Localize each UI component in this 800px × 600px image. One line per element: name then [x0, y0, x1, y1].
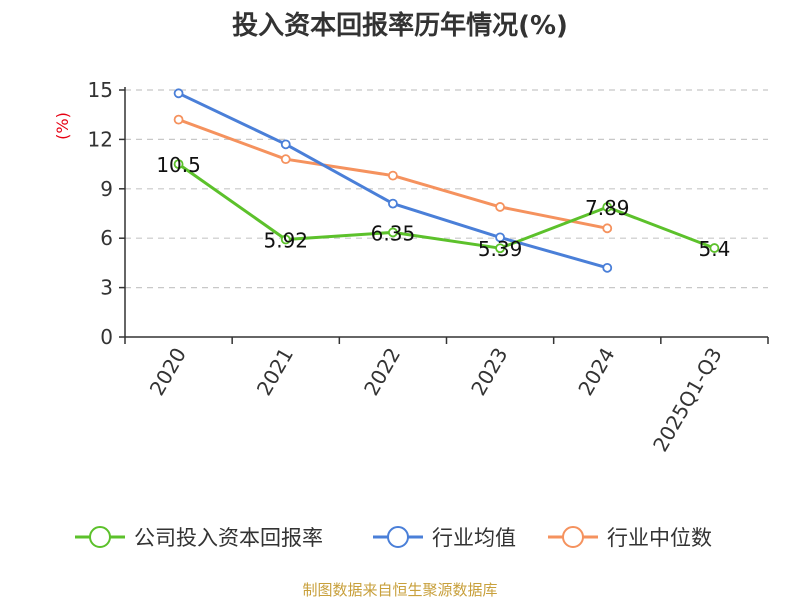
legend-item-2: 行业中位数 [548, 526, 712, 550]
legend-label: 行业中位数 [607, 526, 712, 550]
x-tick-label: 2020 [145, 344, 191, 400]
y-tick-label: 0 [100, 325, 113, 349]
data-point [280, 234, 291, 245]
data-label: 6.35 [371, 221, 416, 245]
data-point [602, 262, 613, 273]
data-label-layer: 10.5 5.92 6.35 5.39 7.89 5.4 [156, 153, 730, 261]
y-tick-label: 15 [88, 78, 113, 102]
data-label: 7.89 [585, 196, 630, 220]
legend-label: 行业均值 [432, 526, 516, 550]
y-tick-label: 9 [100, 177, 113, 201]
data-point [173, 114, 184, 125]
legend: 公司投入资本回报率 行业均值 行业中位数 [75, 526, 712, 550]
data-point [388, 198, 398, 209]
data-point [495, 202, 505, 212]
data-point [388, 227, 398, 238]
data-point [602, 202, 613, 212]
data-label: 5.4 [699, 237, 731, 261]
x-tick-label: 2025Q1-Q3 [648, 344, 727, 456]
data-point [173, 159, 184, 170]
data-label: 5.92 [263, 229, 308, 253]
y-tick-label: 12 [88, 127, 113, 151]
data-point [709, 243, 720, 253]
source-note: 制图数据来自恒生聚源数据库 [302, 581, 497, 599]
chart-title: 投入资本回报率历年情况(%) [232, 10, 568, 41]
legend-item-0: 公司投入资本回报率 [75, 526, 323, 550]
y-tick-label: 3 [100, 276, 113, 300]
legend-item-1: 行业均值 [373, 526, 516, 550]
data-point [173, 88, 184, 99]
x-tick-label: 2022 [359, 344, 405, 400]
axis-layer: 0 3 6 9 12 15 2020 2021 2022 2023 2024 2025Q1-Q3 [88, 78, 769, 456]
data-point [280, 154, 291, 165]
y-tick-label: 6 [100, 226, 113, 250]
legend-label: 公司投入资本回报率 [134, 526, 323, 550]
series-layer [173, 88, 720, 273]
data-point [495, 243, 505, 254]
x-tick-label: 2024 [573, 344, 619, 400]
data-label: 5.39 [478, 237, 523, 261]
data-point [602, 223, 613, 234]
series-line-0 [177, 162, 715, 250]
y-axis-label: (%) [53, 112, 72, 140]
grid-layer [125, 89, 768, 289]
data-point [280, 139, 291, 150]
legend-marker [562, 526, 584, 548]
x-tick-label: 2021 [252, 344, 298, 400]
x-tick-label: 2023 [466, 344, 512, 400]
data-point [388, 170, 398, 181]
legend-marker [387, 526, 409, 548]
legend-marker [89, 526, 111, 548]
data-label: 10.5 [156, 153, 201, 177]
data-point [495, 232, 505, 243]
